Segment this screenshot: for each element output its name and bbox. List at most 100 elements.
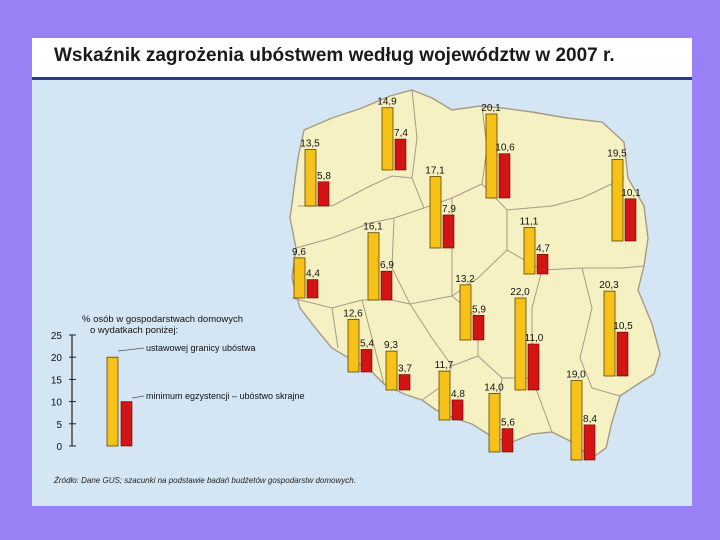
bar-extreme-poverty [317,181,330,207]
data-label-poverty-line: 14,0 [484,382,504,393]
region-bar-group: 9,64,4 [292,247,320,299]
region-bar-group: 11,1 4,7 [520,217,550,275]
data-label-extreme-poverty: 7,4 [394,128,408,139]
bar-extreme-poverty [501,428,514,453]
region-bar-group: 20,3 10,5 [599,280,633,377]
region-bar-group: 19,5 10,1 [607,148,641,242]
bar-extreme-poverty [306,279,319,299]
data-label-extreme-poverty: 10,6 [495,143,515,154]
bar-poverty-line [381,107,394,171]
legend-tick-label: 15 [51,375,63,386]
data-label-extreme-poverty: 5,8 [317,171,331,182]
region-bar-group: 11,7 4,8 [435,360,465,421]
legend-leader [131,395,145,399]
bar-poverty-line [514,297,527,391]
legend-bar-poverty-line [106,356,119,447]
data-label-extreme-poverty: 5,9 [472,304,486,315]
legend-bar-extreme-poverty [120,401,133,447]
region-border [579,267,621,397]
bar-poverty-line [367,232,380,301]
region-bar-group: 19,0 8,4 [566,370,597,461]
bar-extreme-poverty [472,315,485,341]
data-label-poverty-line: 19,5 [607,148,627,159]
region-bar-group: 17,1 7,9 [425,166,456,249]
bar-poverty-line [570,380,583,461]
region-bars: 14,9 7,4 20,1 10,6 13,5 5,8 19,5 10,1 17,1 7,9 16,… [292,97,641,461]
region-border [451,198,508,297]
region-border [391,217,453,305]
bar-poverty-line [304,149,317,207]
bar-poverty-line [488,393,501,453]
data-label-extreme-poverty: 4,7 [536,243,550,254]
region-bar-group: 12,6 5,4 [343,308,374,373]
data-label-poverty-line: 17,1 [425,166,445,177]
data-label-poverty-line: 22,0 [510,287,530,298]
legend-heading: o wydatkach poniżej: [90,325,178,336]
legend-series-label: minimum egzystencji – ubóstwo skrajne [146,391,305,401]
bar-poverty-line [485,113,498,199]
bar-extreme-poverty [394,138,407,171]
bar-extreme-poverty [442,214,455,249]
region-bar-group: 16,1 6,9 [363,222,394,301]
bar-poverty-line [459,284,472,341]
bar-poverty-line [385,350,398,391]
bar-poverty-line [438,370,451,421]
region-bar-group: 20,1 10,6 [481,103,515,199]
region-bar-group: 13,2 5,9 [455,274,486,341]
legend-tick-label: 0 [56,442,62,453]
region-bar-group: 13,5 5,8 [300,139,331,207]
region-border [411,89,483,209]
data-label-poverty-line: 11,7 [435,360,454,371]
bar-poverty-line [293,257,306,299]
region-border [361,299,385,385]
data-label-extreme-poverty: 5,6 [501,418,515,429]
data-label-extreme-poverty: 10,1 [621,188,641,199]
data-label-extreme-poverty: 10,5 [613,321,633,332]
region-bar-group: 14,0 5,6 [484,382,515,453]
data-label-poverty-line: 19,0 [566,370,586,381]
data-label-extreme-poverty: 5,4 [360,338,374,349]
region-border [531,269,553,433]
legend-tick-label: 25 [51,331,63,342]
legend-series-label: ustawowej granicy ubóstwa [146,343,256,353]
region-bar-group: 22,0 11,0 [510,287,544,391]
bar-extreme-poverty [583,424,596,461]
page-title: Wskaźnik zagrożenia ubóstwem według woje… [54,45,615,66]
region-bar-group: 9,3 3,7 [384,340,412,391]
source-note: Źródło: Dane GUS; szacunki na podstawie … [54,476,356,485]
bar-poverty-line [611,159,624,242]
data-label-extreme-poverty: 8,4 [583,414,597,425]
data-label-poverty-line: 11,1 [520,217,539,228]
legend-leader [117,347,145,352]
bar-poverty-line [603,290,616,377]
data-label-poverty-line: 14,9 [377,97,397,108]
data-label-poverty-line: 13,5 [300,139,320,150]
bar-extreme-poverty [616,331,629,377]
data-label-extreme-poverty: 3,7 [398,364,412,375]
data-label-extreme-poverty: 7,9 [442,204,456,215]
bar-poverty-line [429,176,442,249]
bar-extreme-poverty [624,198,637,242]
legend-tick-label: 20 [51,353,63,364]
bar-extreme-poverty [451,399,464,421]
bar-extreme-poverty [527,343,540,391]
data-label-extreme-poverty: 4,8 [451,389,465,400]
region-border [331,307,339,349]
data-label-poverty-line: 20,1 [481,103,501,114]
bar-extreme-poverty [380,270,393,301]
poland-outline [289,89,661,459]
data-label-poverty-line: 20,3 [599,280,619,291]
data-label-extreme-poverty: 6,9 [380,260,394,271]
data-label-poverty-line: 9,3 [384,340,398,351]
bar-extreme-poverty [536,254,549,275]
legend-heading: % osób w gospodarstwach domowych [82,314,243,325]
bar-extreme-poverty [398,374,411,391]
data-label-poverty-line: 16,1 [363,222,383,233]
data-label-poverty-line: 13,2 [455,274,475,285]
legend-tick-label: 10 [51,398,63,409]
region-bar-group: 14,9 7,4 [377,97,408,171]
bar-poverty-line [347,318,360,373]
title-bar: Wskaźnik zagrożenia ubóstwem według woje… [32,38,692,80]
